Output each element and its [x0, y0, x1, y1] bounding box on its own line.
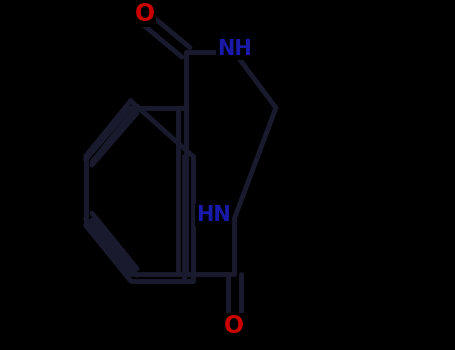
Text: O: O [224, 314, 244, 338]
Text: NH: NH [217, 39, 252, 59]
Text: HN: HN [196, 205, 231, 225]
Text: O: O [134, 2, 155, 26]
